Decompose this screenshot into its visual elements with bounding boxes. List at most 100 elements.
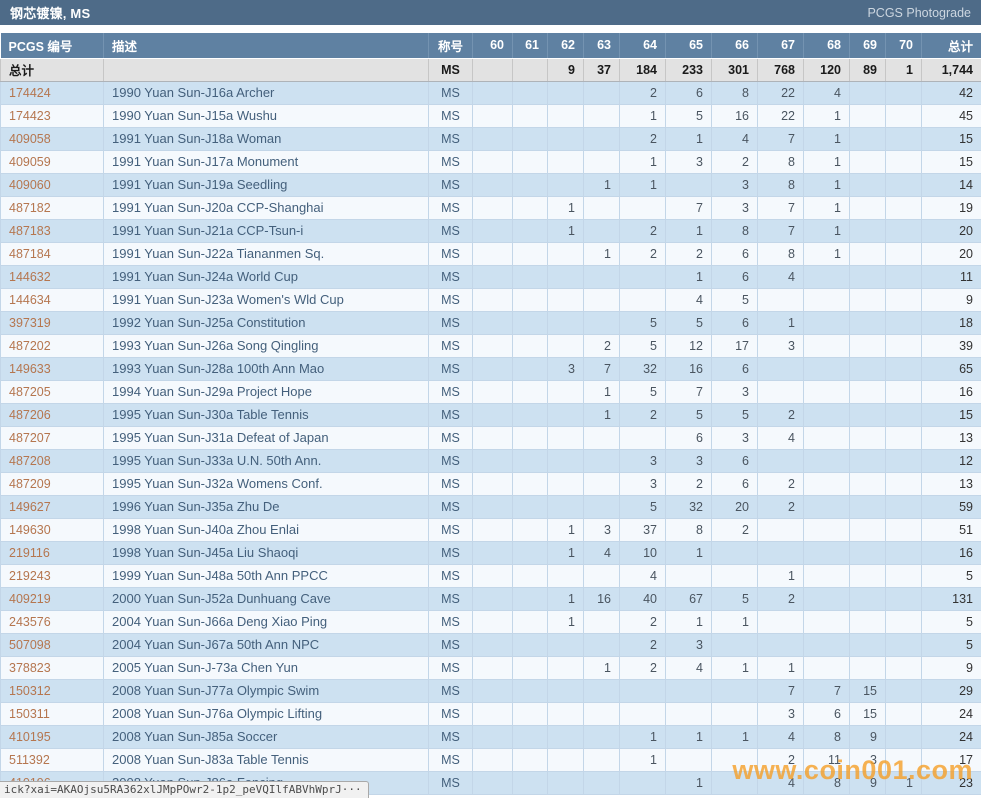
pcgs-number-link[interactable]: 487206 [9, 407, 51, 422]
grade-69-count-cell [849, 563, 886, 588]
grade-60-count-cell [472, 494, 513, 519]
grade-62-count-cell [547, 448, 584, 473]
grade-67-count-cell: 7 [757, 126, 804, 151]
grade-63-count-cell [583, 494, 620, 519]
pcgs-number-link[interactable]: 149633 [9, 361, 51, 376]
pcgs-number-link[interactable]: 150312 [9, 683, 51, 698]
pcgs-number-link[interactable]: 219116 [9, 545, 50, 560]
pcgs-number-link[interactable]: 150311 [9, 706, 50, 721]
pcgs-number-link[interactable]: 487208 [9, 453, 51, 468]
grade-65-count-cell: 3 [665, 149, 712, 174]
pcgs-number-link[interactable]: 409059 [9, 154, 51, 169]
coin-description-cell: 1991 Yuan Sun-J21a CCP-Tsun-i [103, 218, 429, 243]
header-grade-60: 60 [472, 33, 513, 59]
totals-label-cell: 总计 [0, 57, 104, 82]
pcgs-number-link[interactable]: 378823 [9, 660, 51, 675]
grade-67-count-cell [757, 356, 804, 381]
pcgs-number-link[interactable]: 487207 [9, 430, 51, 445]
pcgs-number-link[interactable]: 487202 [9, 338, 51, 353]
grade-62-count-cell [547, 425, 584, 450]
pcgs-number-link[interactable]: 174424 [9, 85, 51, 100]
grade-61-count-cell [512, 724, 548, 749]
pcgs-number-link[interactable]: 487182 [9, 200, 51, 215]
pcgs-number-link[interactable]: 410195 [9, 729, 51, 744]
header-grade-69: 69 [849, 33, 886, 59]
grade-63-count-cell [583, 80, 620, 105]
grade-70-count-cell [885, 379, 922, 404]
pcgs-number-link[interactable]: 409219 [9, 591, 51, 606]
pcgs-number-link[interactable]: 243576 [9, 614, 51, 629]
designation-cell: MS [428, 333, 473, 358]
grade-63-count-cell [583, 264, 620, 289]
pcgs-number-link[interactable]: 487205 [9, 384, 51, 399]
row-total-cell: 65 [921, 356, 981, 381]
grade-66-count-cell: 6 [711, 471, 758, 496]
grade-67-count-cell [757, 517, 804, 542]
grade-61-count-cell [512, 264, 548, 289]
pcgs-number-link[interactable]: 507098 [9, 637, 51, 652]
pcgs-number-link[interactable]: 174423 [9, 108, 51, 123]
grade-66-count-cell: 3 [711, 195, 758, 220]
pcgs-number-link[interactable]: 487209 [9, 476, 51, 491]
grade-64-count-cell: 32 [619, 356, 666, 381]
row-total-cell: 16 [921, 540, 981, 565]
grade-60-count-cell [472, 57, 513, 82]
grade-61-count-cell [512, 540, 548, 565]
grade-70-count-cell [885, 655, 922, 680]
grade-64-count-cell: 2 [619, 80, 666, 105]
pcgs-number-link[interactable]: 409058 [9, 131, 51, 146]
grade-64-count-cell [619, 287, 666, 312]
grade-64-count-cell: 5 [619, 494, 666, 519]
grade-66-count-cell: 16 [711, 103, 758, 128]
grade-65-count-cell: 5 [665, 402, 712, 427]
pcgs-number-link[interactable]: 487184 [9, 246, 51, 261]
pcgs-number-link[interactable]: 149630 [9, 522, 51, 537]
pcgs-number-link[interactable]: 219243 [9, 568, 51, 583]
grade-67-count-cell [757, 448, 804, 473]
grade-70-count-cell [885, 609, 922, 634]
header-grade-70: 70 [885, 33, 922, 59]
pcgs-number-link[interactable]: 511392 [9, 752, 50, 767]
grade-61-count-cell [512, 770, 548, 795]
grade-70-count-cell [885, 287, 922, 312]
pcgs-number-link[interactable]: 144632 [9, 269, 51, 284]
header-grade-63: 63 [583, 33, 620, 59]
grade-67-count-cell: 7 [757, 195, 804, 220]
grade-65-count-cell: 1 [665, 609, 712, 634]
pcgs-number-link[interactable]: 397319 [9, 315, 51, 330]
grade-63-count-cell [583, 770, 620, 795]
grade-65-count-cell: 3 [665, 448, 712, 473]
grade-65-count-cell: 8 [665, 517, 712, 542]
designation-cell: MS [428, 586, 473, 611]
grade-62-count-cell: 3 [547, 356, 584, 381]
header-grade-64: 64 [619, 33, 666, 59]
grade-67-count-cell: 7 [757, 678, 804, 703]
grade-60-count-cell [472, 632, 513, 657]
pcgs-photograde-link[interactable]: PCGS Photograde [867, 5, 971, 20]
grade-64-count-cell [619, 701, 666, 726]
grade-67-count-cell: 3 [757, 701, 804, 726]
pcgs-number-link[interactable]: 409060 [9, 177, 51, 192]
pcgs-number-cell: 487183 [0, 218, 104, 243]
grade-64-count-cell: 5 [619, 333, 666, 358]
grade-63-count-cell [583, 563, 620, 588]
coin-description-cell: 1998 Yuan Sun-J40a Zhou Enlai [103, 517, 429, 542]
pcgs-number-link[interactable]: 487183 [9, 223, 51, 238]
grade-66-count-cell: 1 [711, 655, 758, 680]
row-total-cell: 20 [921, 218, 981, 243]
pcgs-number-link[interactable]: 149627 [9, 499, 51, 514]
grade-67-count-cell: 2 [757, 586, 804, 611]
grade-64-count-cell: 2 [619, 126, 666, 151]
table-row: 410195 2008 Yuan Sun-J85a Soccer MS 1 1 1 4 8 9 2… [0, 724, 981, 749]
designation-cell: MS [428, 195, 473, 220]
pcgs-number-cell: 487184 [0, 241, 104, 266]
grade-68-count-cell [803, 517, 850, 542]
coin-description-cell: 1991 Yuan Sun-J24a World Cup [103, 264, 429, 289]
header-pcgs-number: PCGS 编号 [0, 33, 104, 59]
grade-62-count-cell [547, 379, 584, 404]
grade-66-count-cell: 4 [711, 126, 758, 151]
pcgs-number-link[interactable]: 144634 [9, 292, 51, 307]
grade-67-count-cell: 1 [757, 310, 804, 335]
grade-60-count-cell [472, 724, 513, 749]
grade-67-count-cell [757, 379, 804, 404]
